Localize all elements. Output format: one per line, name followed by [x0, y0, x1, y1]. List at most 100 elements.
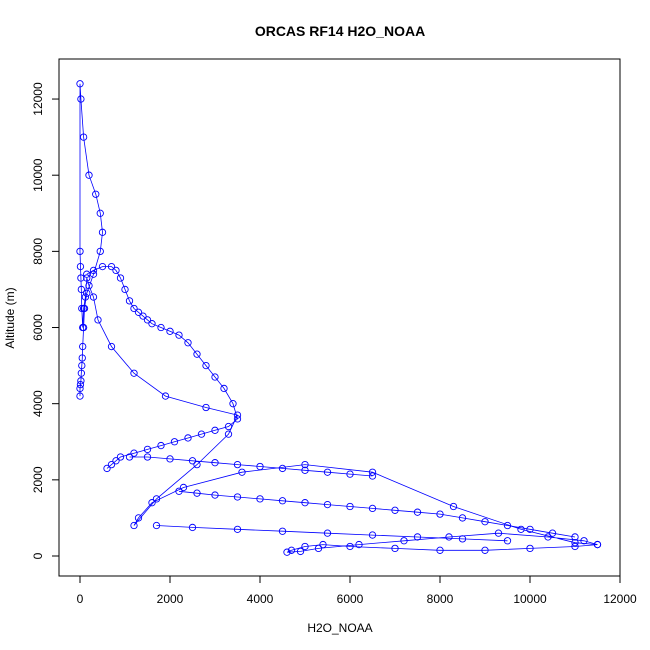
data-point	[79, 342, 87, 351]
plot-area	[76, 80, 602, 556]
data-point	[92, 190, 100, 198]
data-point	[593, 540, 602, 549]
data-point	[116, 453, 125, 461]
data-point	[278, 527, 287, 535]
data-point	[503, 537, 512, 545]
data-point	[77, 377, 85, 385]
data-point	[445, 533, 453, 541]
data-point	[580, 537, 588, 545]
data-point	[76, 80, 84, 88]
data-point	[179, 483, 188, 492]
data-point	[391, 506, 399, 514]
data-point	[116, 274, 125, 282]
y-axis: 0 2000 4000 6000 8000 10000 12000	[31, 82, 60, 559]
data-point	[130, 449, 138, 457]
data-point	[193, 489, 201, 497]
data-point	[125, 453, 134, 461]
data-point	[79, 323, 88, 332]
data-point	[197, 430, 206, 438]
data-point	[89, 266, 98, 275]
data-point	[301, 499, 309, 507]
data-point	[77, 369, 86, 377]
data-point	[526, 525, 534, 533]
data-point	[287, 546, 296, 554]
data-point	[76, 262, 85, 271]
data-point	[76, 392, 84, 400]
data-point	[256, 495, 264, 503]
data-point	[548, 529, 557, 537]
data-point	[301, 542, 309, 551]
data-point	[83, 270, 91, 278]
data-point	[81, 293, 90, 301]
x-axis: 0 2000 4000 6000 8000 10000 12000	[77, 575, 637, 606]
data-point	[368, 531, 377, 539]
data-point	[85, 281, 93, 290]
data-point	[323, 468, 332, 476]
data-point	[571, 542, 579, 551]
chart-title: ORCAS RF14 H2O_NOAA	[255, 23, 425, 39]
data-point	[94, 316, 102, 324]
data-point	[76, 247, 84, 256]
data-point	[400, 537, 408, 545]
data-point	[413, 533, 422, 541]
data-point	[503, 521, 512, 530]
data-point	[233, 460, 242, 469]
series-line	[178, 490, 576, 538]
data-point	[170, 438, 179, 446]
y-tick-label: 12000	[31, 82, 45, 116]
y-axis-label: Altitude (m)	[3, 287, 17, 348]
data-point	[78, 361, 86, 370]
data-point	[494, 529, 503, 537]
data-point	[184, 339, 192, 347]
data-point	[79, 133, 88, 141]
data-point	[175, 331, 183, 339]
y-tick-label: 8000	[31, 238, 45, 265]
data-point	[157, 441, 165, 450]
series-line	[156, 525, 508, 542]
y-tick-label: 0	[31, 552, 45, 559]
data-point	[323, 500, 332, 509]
data-point	[458, 535, 467, 543]
plot-frame	[58, 58, 621, 577]
data-point	[80, 304, 89, 313]
data-point	[517, 525, 525, 533]
data-point	[96, 209, 104, 217]
data-point	[188, 457, 197, 465]
data-point	[166, 455, 174, 463]
x-tick-label: 10000	[513, 592, 547, 606]
data-point	[391, 544, 399, 553]
data-point	[238, 468, 246, 476]
data-point	[202, 403, 210, 412]
data-point	[193, 350, 201, 358]
data-point	[224, 422, 233, 431]
series-line	[129, 456, 373, 477]
data-point	[368, 468, 377, 476]
data-point	[314, 544, 323, 553]
data-point	[224, 430, 233, 438]
data-point	[368, 504, 377, 513]
data-point	[107, 262, 116, 271]
data-point	[152, 521, 161, 530]
data-point	[134, 514, 143, 522]
data-point	[121, 285, 129, 294]
data-point	[355, 540, 363, 549]
data-point	[278, 497, 287, 505]
data-point	[188, 523, 197, 532]
data-point	[346, 502, 354, 511]
data-point	[211, 426, 219, 434]
data-point	[233, 525, 242, 533]
data-point	[107, 460, 116, 469]
data-point	[436, 546, 444, 554]
data-point	[112, 457, 120, 465]
data-point	[436, 510, 444, 518]
data-point	[346, 470, 354, 478]
data-point	[229, 400, 237, 408]
y-tick-label: 6000	[31, 314, 45, 341]
data-point	[107, 342, 116, 351]
data-point	[301, 466, 309, 474]
data-point	[134, 308, 143, 316]
data-point	[78, 304, 86, 313]
data-point	[98, 262, 107, 271]
data-point	[98, 228, 107, 236]
